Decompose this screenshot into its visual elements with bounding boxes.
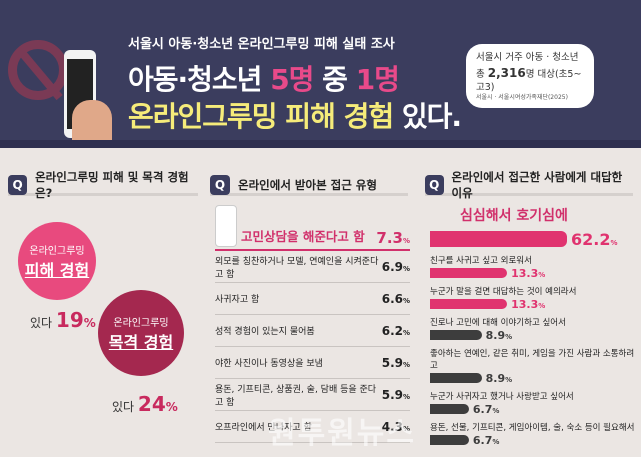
approach-value: 5.9% (381, 387, 410, 402)
approach-row: 오프라인에서 만나자고 함 4.3% (215, 411, 410, 443)
hand-icon (72, 100, 112, 145)
reason-bar (430, 299, 508, 309)
question-left: Q 온라인그루밍 피해 및 목격 경험은? (8, 170, 198, 200)
approach-row: 성적 경험이 있는지 물어봄 6.2% (215, 315, 410, 347)
reason-label: 용돈, 선물, 기프티콘, 게임아이템, 술, 숙소 등이 필요해서 (430, 423, 635, 433)
smartphone-icon (64, 50, 96, 138)
q-badge-icon: Q (425, 174, 444, 195)
survey-info-bubble: 서울시 거주 아동 · 청소년 총 2,316명 대상(초5~고3) 서울시 ·… (466, 44, 594, 108)
approach-value: 6.6% (381, 291, 410, 306)
question-right: Q 온라인에서 접근한 사람에게 대답한 이유 (425, 170, 633, 200)
reason-value: 8.9% (485, 328, 513, 342)
reason-label: 누군가 사귀자고 했거나 사랑받고 싶어서 (430, 392, 574, 402)
reason-label: 누군가 말을 걸면 대답하는 것이 예의라서 (430, 287, 577, 297)
approach-top-item: 고민상담을 해준다고 함 7.3% (215, 205, 410, 251)
reason-label: 진로나 고민에 대해 이야기하고 싶어서 (430, 318, 566, 328)
question-middle: Q 온라인에서 받아본 접근 유형 (210, 174, 408, 196)
approach-label: 야한 사진이나 동영상을 보냄 (215, 359, 323, 369)
victim-circle: 온라인그루밍 피해 경험 (18, 222, 96, 300)
approach-row: 외모를 칭찬하거나 모델, 연예인을 시켜준다고 함 6.9% (215, 251, 410, 283)
reason-bar-row: 13.3% (430, 297, 635, 311)
approach-value: 6.9% (381, 259, 410, 274)
reason-bar-row: 8.9% (430, 371, 635, 385)
approach-value: 6.2% (381, 323, 410, 338)
reason-bar (430, 404, 469, 414)
reason-bar-row: 62.2% (430, 229, 635, 249)
header-divider (0, 140, 641, 148)
approach-label: 용돈, 기프티콘, 상품권, 술, 담배 등을 준다고 함 (215, 384, 377, 408)
reason-bar (430, 268, 508, 278)
reason-bar-row: 13.3% (430, 266, 635, 280)
reply-reason-chart: 심심해서 호기심에 62.2% 친구를 사귀고 싶고 외로워서 13.3% 누군가 말… (430, 205, 635, 447)
reason-bar (430, 435, 469, 445)
header-banner: 서울시 아동·청소년 온라인그루밍 피해 실태 조사 아동·청소년 5명 중 1… (0, 0, 641, 145)
reason-value: 62.2% (571, 229, 618, 249)
prohibition-icon (8, 40, 68, 100)
reason-label: 좋아하는 연예인, 같은 취미, 게임을 가진 사람과 소통하려고 (430, 349, 635, 371)
approach-row: 용돈, 기프티콘, 상품권, 술, 담배 등을 준다고 함 5.9% (215, 379, 410, 411)
watermark: 원투원뉴스 (268, 416, 416, 451)
approach-label: 사귀자고 함 (215, 295, 260, 305)
reason-bar-row: 6.7% (430, 433, 635, 447)
reason-bar (430, 330, 482, 340)
approach-label: 오프라인에서 만나자고 함 (215, 423, 312, 433)
approach-value: 5.9% (381, 355, 410, 370)
approach-row: 야한 사진이나 동영상을 보냄 5.9% (215, 347, 410, 379)
reason-bar (430, 231, 567, 247)
reason-top-label: 심심해서 호기심에 (460, 208, 568, 224)
witness-circle: 온라인그루밍 목격 경험 (98, 290, 184, 376)
approach-row: 사귀자고 함 6.6% (215, 283, 410, 315)
reason-value: 6.7% (472, 402, 500, 416)
victim-value: 있다 19% (30, 308, 96, 332)
reason-bar-row: 8.9% (430, 328, 635, 342)
reason-bar (430, 373, 482, 383)
survey-subtitle: 서울시 아동·청소년 온라인그루밍 피해 실태 조사 (128, 37, 395, 52)
witness-value: 있다 24% (112, 392, 178, 416)
reason-value: 8.9% (485, 371, 513, 385)
headline-line1: 아동·청소년 5명 중 1명 (128, 63, 400, 96)
q-badge-icon: Q (8, 174, 28, 195)
reason-label: 친구를 사귀고 싶고 외로워서 (430, 256, 532, 266)
approach-value: 4.3% (381, 419, 410, 434)
approach-label: 외모를 칭찬하거나 모델, 연예인을 시켜준다고 함 (215, 256, 379, 280)
chat-phone-icon (215, 205, 237, 247)
approach-label: 성적 경험이 있는지 물어봄 (215, 327, 315, 337)
reason-value: 13.3% (511, 297, 546, 311)
headline-line2: 온라인그루밍 피해 경험 있다. (128, 100, 462, 133)
reason-bar-row: 6.7% (430, 402, 635, 416)
reason-value: 13.3% (511, 266, 546, 280)
q-badge-icon: Q (210, 174, 230, 195)
reason-value: 6.7% (472, 433, 500, 447)
approach-type-list: 고민상담을 해준다고 함 7.3% 외모를 칭찬하거나 모델, 연예인을 시켜준다… (215, 205, 410, 443)
